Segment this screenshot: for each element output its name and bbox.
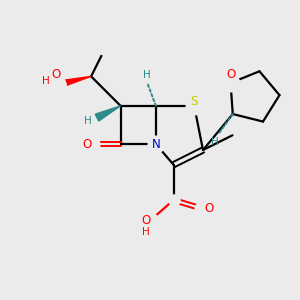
- Text: H: H: [143, 70, 151, 80]
- Text: N: N: [152, 138, 160, 151]
- Text: O: O: [51, 68, 60, 81]
- Polygon shape: [55, 76, 91, 89]
- Text: S: S: [190, 95, 198, 108]
- Text: H: H: [84, 116, 92, 126]
- Text: O: O: [141, 214, 150, 227]
- Text: O: O: [82, 138, 91, 151]
- Polygon shape: [95, 106, 121, 121]
- Text: O: O: [226, 68, 235, 81]
- Text: H: H: [211, 137, 219, 147]
- Text: H: H: [142, 227, 149, 237]
- Text: H: H: [42, 76, 49, 86]
- Text: O: O: [204, 202, 214, 215]
